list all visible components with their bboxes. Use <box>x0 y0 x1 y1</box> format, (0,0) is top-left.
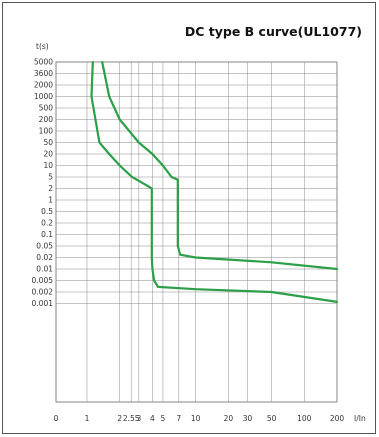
y-tick-label: 0.05 <box>36 242 53 251</box>
y-tick-label: 0.02 <box>36 253 53 262</box>
curves <box>90 60 339 303</box>
y-tick-label: 0.005 <box>32 276 54 285</box>
y-tick-label: 5 <box>48 173 53 182</box>
curve-lower-limit <box>90 60 339 303</box>
y-tick-label: 0.5 <box>41 207 53 216</box>
x-tick-label: 30 <box>243 414 253 423</box>
curve-upper-limit <box>101 60 339 271</box>
x-tick-label: 0 <box>54 414 59 423</box>
y-tick-label: 2000 <box>34 81 53 90</box>
y-tick-label: 5000 <box>34 58 53 67</box>
y-tick-label: 100 <box>39 127 54 136</box>
y-tick-label: 3600 <box>34 69 53 78</box>
x-tick-label: 2 <box>117 414 122 423</box>
x-tick-label: 200 <box>330 414 345 423</box>
x-axis-label: I/In <box>354 414 366 423</box>
y-tick-label: 10 <box>43 161 53 170</box>
x-tick-label: 2.55 <box>123 414 140 423</box>
x-tick-label: 4 <box>150 414 155 423</box>
y-tick-label: 20 <box>43 150 53 159</box>
y-tick-label: 0.2 <box>41 219 53 228</box>
y-tick-label: 500 <box>39 104 54 113</box>
x-tick-label: 3 <box>136 414 141 423</box>
x-tick-label: 10 <box>191 414 201 423</box>
chart-frame <box>2 2 376 434</box>
chart-title: DC type B curve(UL1077) <box>184 24 362 39</box>
y-tick-label: 50 <box>43 138 53 147</box>
tick-labels: 50003600200010005002001005020105210.50.2… <box>32 58 345 423</box>
grid <box>55 61 338 403</box>
y-tick-label: 1 <box>48 196 53 205</box>
x-tick-label: 1 <box>85 414 90 423</box>
y-tick-label: 0.1 <box>41 230 53 239</box>
x-tick-label: 7 <box>176 414 181 423</box>
y-tick-label: 0.001 <box>32 299 54 308</box>
x-tick-label: 20 <box>224 414 234 423</box>
x-tick-label: 100 <box>297 414 312 423</box>
y-tick-label: 0.002 <box>32 288 54 297</box>
y-tick-label: 2 <box>48 184 53 193</box>
y-tick-label: 200 <box>39 115 54 124</box>
y-tick-label: 0.01 <box>36 265 53 274</box>
plot-border <box>55 61 338 403</box>
y-tick-label: 1000 <box>34 92 53 101</box>
y-axis-label: t(s) <box>36 42 49 51</box>
x-tick-label: 50 <box>267 414 277 423</box>
x-tick-label: 5 <box>161 414 166 423</box>
